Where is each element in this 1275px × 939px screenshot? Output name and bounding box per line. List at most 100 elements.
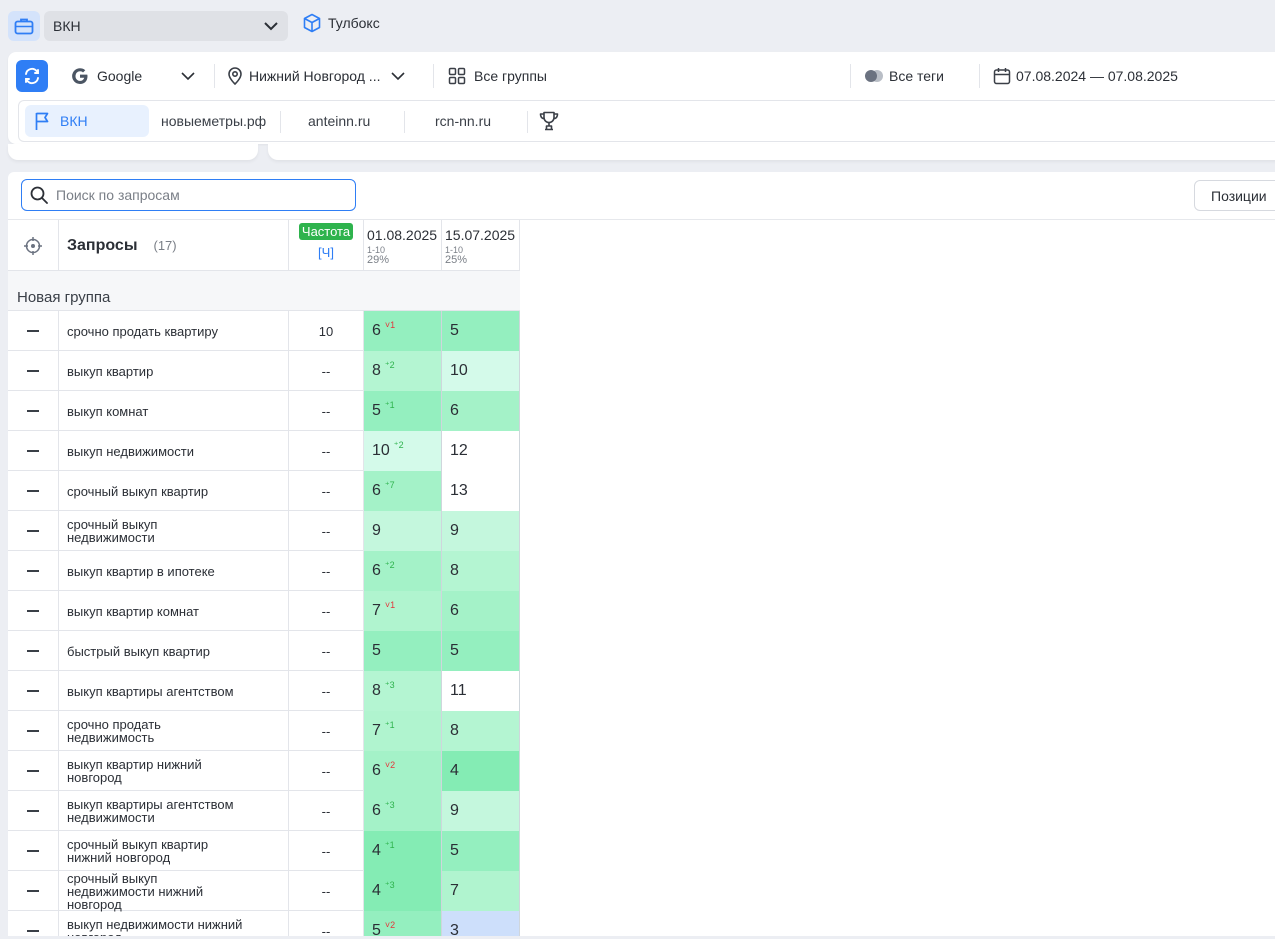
region-select[interactable]: Нижний Новгород ...: [226, 60, 406, 92]
project-select[interactable]: ВКН: [44, 11, 288, 41]
position-cell[interactable]: 5: [364, 631, 442, 671]
query-cell[interactable]: выкуп квартиры агентством: [59, 671, 289, 711]
row-action-dash[interactable]: [8, 791, 59, 831]
position-cell[interactable]: 6 ⁺3: [364, 791, 442, 831]
table-row[interactable]: срочно продать квартиру 10 6 ˅1 5: [8, 311, 520, 351]
position-cell[interactable]: 4 ⁺1: [364, 831, 442, 871]
position-cell[interactable]: 6: [442, 591, 520, 631]
query-cell[interactable]: срочный выкуп квартир: [59, 471, 289, 511]
query-cell[interactable]: выкуп квартир комнат: [59, 591, 289, 631]
position-cell[interactable]: 8 ⁺2: [364, 351, 442, 391]
query-cell[interactable]: срочный выкуп недвижимости нижний новгор…: [59, 871, 289, 911]
position-cell[interactable]: 4: [442, 751, 520, 791]
position-cell[interactable]: 8: [442, 551, 520, 591]
position-cell[interactable]: 5 ˅2: [364, 911, 442, 937]
position-cell[interactable]: 6: [442, 391, 520, 431]
row-action-dash[interactable]: [8, 551, 59, 591]
refresh-button[interactable]: [16, 60, 48, 92]
competitors-button[interactable]: [538, 105, 560, 137]
query-cell[interactable]: выкуп квартир нижний новгород: [59, 751, 289, 791]
site-tab-novyemetry[interactable]: новыеметры.рф: [161, 105, 266, 137]
position-cell[interactable]: 4 ⁺3: [364, 871, 442, 911]
positions-button[interactable]: Позиции: [1194, 180, 1275, 211]
table-row[interactable]: быстрый выкуп квартир -- 5 5: [8, 631, 520, 671]
position-cell[interactable]: 6 ⁺7: [364, 471, 442, 511]
date-column-header[interactable]: 01.08.2025 1-10 29%: [364, 220, 442, 271]
query-cell[interactable]: выкуп недвижимости нижний новгород: [59, 911, 289, 937]
position-cell[interactable]: 10 ⁺2: [364, 431, 442, 471]
table-row[interactable]: срочный выкуп квартир нижний новгород -- 4…: [8, 831, 520, 871]
row-action-dash[interactable]: [8, 391, 59, 431]
query-cell[interactable]: срочный выкуп недвижимости: [59, 511, 289, 551]
tags-select[interactable]: Все теги: [864, 60, 944, 92]
row-action-dash[interactable]: [8, 471, 59, 511]
position-cell[interactable]: 12: [442, 431, 520, 471]
query-cell[interactable]: выкуп квартир в ипотеке: [59, 551, 289, 591]
queries-column-header[interactable]: Запросы (17): [59, 220, 289, 271]
row-action-dash[interactable]: [8, 511, 59, 551]
position-cell[interactable]: 6 ˅2: [364, 751, 442, 791]
groups-select[interactable]: Все группы: [448, 60, 547, 92]
row-action-dash[interactable]: [8, 351, 59, 391]
position-cell[interactable]: 5: [442, 631, 520, 671]
position-cell[interactable]: 5: [442, 311, 520, 351]
table-row[interactable]: выкуп квартир комнат -- 7 ˅1 6: [8, 591, 520, 631]
row-action-dash[interactable]: [8, 911, 59, 937]
query-cell[interactable]: выкуп квартиры агентством недвижимости: [59, 791, 289, 831]
table-row[interactable]: выкуп недвижимости -- 10 ⁺2 12: [8, 431, 520, 471]
query-cell[interactable]: выкуп квартир: [59, 351, 289, 391]
search-input[interactable]: [56, 187, 336, 203]
table-row[interactable]: выкуп комнат -- 5 ⁺1 6: [8, 391, 520, 431]
frequency-column-header[interactable]: Частота [Ч]: [289, 220, 364, 271]
position-cell[interactable]: 8 ⁺3: [364, 671, 442, 711]
table-row[interactable]: выкуп недвижимости нижний новгород -- 5˅2 3: [8, 911, 520, 937]
group-header[interactable]: Новая группа: [8, 271, 520, 311]
position-cell[interactable]: 9: [364, 511, 442, 551]
position-cell[interactable]: 8: [442, 711, 520, 751]
row-action-dash[interactable]: [8, 431, 59, 471]
position-cell[interactable]: 9: [442, 791, 520, 831]
table-row[interactable]: выкуп квартир нижний новгород -- 6 ˅2 4: [8, 751, 520, 791]
table-row[interactable]: срочный выкуп недвижимости -- 9 9: [8, 511, 520, 551]
frequency-type-link[interactable]: [Ч]: [318, 245, 334, 260]
query-cell[interactable]: выкуп недвижимости: [59, 431, 289, 471]
position-cell[interactable]: 13: [442, 471, 520, 511]
row-action-dash[interactable]: [8, 671, 59, 711]
position-cell[interactable]: 6 ˅1: [364, 311, 442, 351]
row-action-dash[interactable]: [8, 631, 59, 671]
position-cell[interactable]: 5: [442, 831, 520, 871]
query-cell[interactable]: срочно продать квартиру: [59, 311, 289, 351]
table-row[interactable]: выкуп квартир -- 8 ⁺2 10: [8, 351, 520, 391]
table-row[interactable]: выкуп квартир в ипотеке -- 6 ⁺2 8: [8, 551, 520, 591]
row-action-dash[interactable]: [8, 831, 59, 871]
table-row[interactable]: срочный выкуп недвижимости нижний новгор…: [8, 871, 520, 911]
position-cell[interactable]: 10: [442, 351, 520, 391]
position-cell[interactable]: 7: [442, 871, 520, 911]
site-tab-rcn-nn[interactable]: rcn-nn.ru: [435, 105, 491, 137]
position-cell[interactable]: 5 ⁺1: [364, 391, 442, 431]
position-cell[interactable]: 7 ⁺1: [364, 711, 442, 751]
table-row[interactable]: выкуп квартиры агентством -- 8 ⁺3 11: [8, 671, 520, 711]
position-cell[interactable]: 7 ˅1: [364, 591, 442, 631]
site-tab-vkn[interactable]: ВКН: [25, 105, 149, 137]
table-row[interactable]: срочно продать недвижимость -- 7 ⁺1 8: [8, 711, 520, 751]
toolbox-link[interactable]: Тулбокс: [302, 13, 380, 33]
row-action-dash[interactable]: [8, 711, 59, 751]
date-range-picker[interactable]: 07.08.2024 — 07.08.2025: [993, 60, 1178, 92]
position-cell[interactable]: 3: [442, 911, 520, 937]
query-cell[interactable]: быстрый выкуп квартир: [59, 631, 289, 671]
query-search[interactable]: [21, 179, 356, 211]
query-cell[interactable]: выкуп комнат: [59, 391, 289, 431]
site-tab-anteinn[interactable]: anteinn.ru: [308, 105, 370, 137]
target-column-header[interactable]: [8, 220, 59, 271]
row-action-dash[interactable]: [8, 871, 59, 911]
projects-button[interactable]: [8, 11, 40, 41]
query-cell[interactable]: срочный выкуп квартир нижний новгород: [59, 831, 289, 871]
row-action-dash[interactable]: [8, 591, 59, 631]
query-cell[interactable]: срочно продать недвижимость: [59, 711, 289, 751]
table-row[interactable]: выкуп квартиры агентством недвижимости --…: [8, 791, 520, 831]
position-cell[interactable]: 9: [442, 511, 520, 551]
engine-select[interactable]: Google: [70, 60, 196, 92]
position-cell[interactable]: 11: [442, 671, 520, 711]
position-cell[interactable]: 6 ⁺2: [364, 551, 442, 591]
